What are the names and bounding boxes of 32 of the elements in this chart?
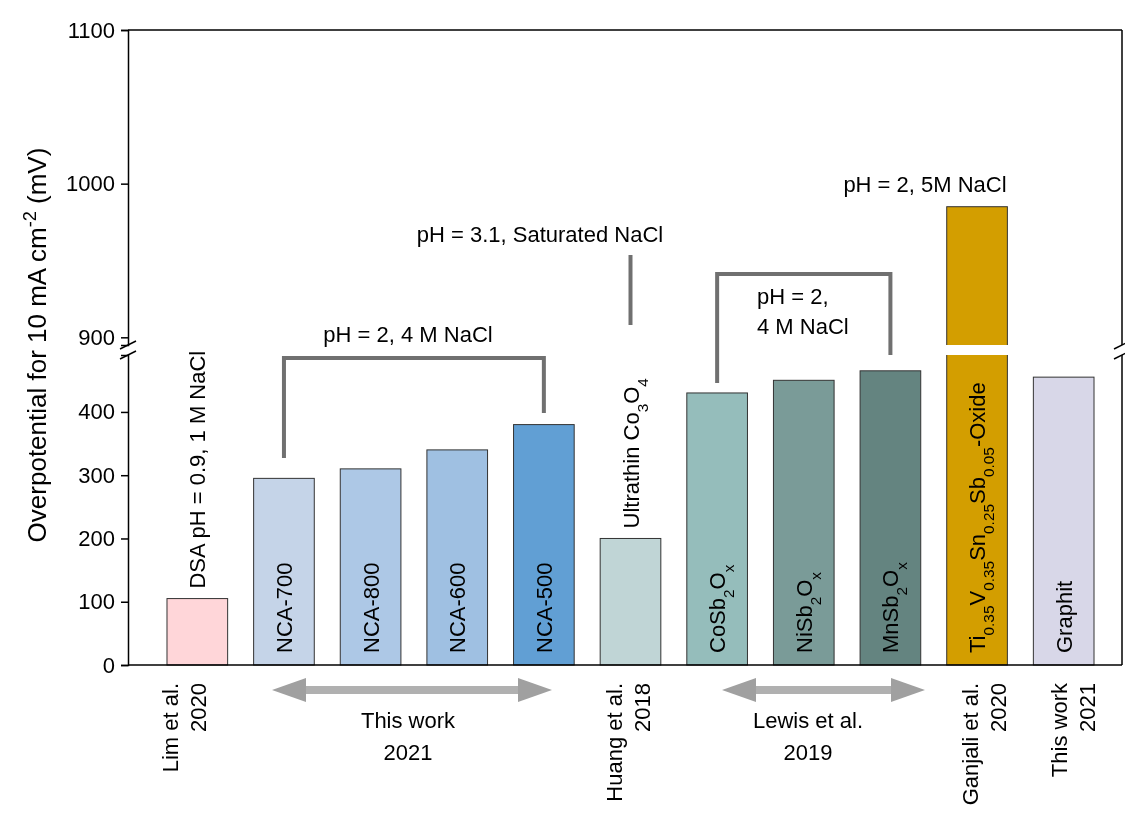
y-tick-label: 100 bbox=[78, 589, 115, 615]
x-tick-label: NCA-800 bbox=[358, 562, 384, 653]
y-tick-label: 300 bbox=[78, 462, 115, 488]
y-tick-label: 900 bbox=[78, 324, 115, 350]
annotation: pH = 2, 4 M NaCl bbox=[323, 322, 493, 347]
text: Huang et al. 2018 bbox=[602, 683, 655, 802]
x-tick-label: NCA-700 bbox=[271, 562, 297, 653]
annotation: pH = 2, 5M NaCl bbox=[843, 172, 1007, 197]
x-tick-label: Graphit bbox=[1051, 580, 1077, 653]
y-tick-label: 0 bbox=[102, 652, 115, 678]
text: This work 2021 bbox=[360, 708, 457, 765]
bar bbox=[339, 468, 402, 666]
annotation: pH = 2, 4 M NaCl bbox=[757, 284, 849, 339]
bar bbox=[1032, 376, 1095, 666]
text: This work 2021 bbox=[1047, 682, 1100, 778]
y-tick-label: 200 bbox=[78, 526, 115, 552]
x-tick-label: NCA-500 bbox=[531, 562, 557, 653]
x-tick-label: NCA-600 bbox=[445, 562, 471, 653]
text: Ganjali et al. 2020 bbox=[958, 683, 1011, 806]
bar bbox=[513, 424, 575, 666]
x-tick-label: DSA pH = 0.9, 1 M NaCl bbox=[185, 350, 211, 589]
bar bbox=[686, 392, 748, 666]
bar bbox=[599, 537, 662, 666]
y-tick-label: 1000 bbox=[66, 171, 115, 197]
bar bbox=[426, 449, 489, 666]
bar bbox=[166, 598, 229, 666]
y-tick-label: 1100 bbox=[67, 17, 115, 43]
text: Lim et al. 2020 bbox=[158, 683, 211, 773]
y-tick-label: 400 bbox=[78, 399, 115, 425]
bar bbox=[253, 477, 315, 666]
text: Lewis et al. 2019 bbox=[752, 708, 864, 765]
annotation: pH = 3.1, Saturated NaCl bbox=[416, 222, 664, 247]
